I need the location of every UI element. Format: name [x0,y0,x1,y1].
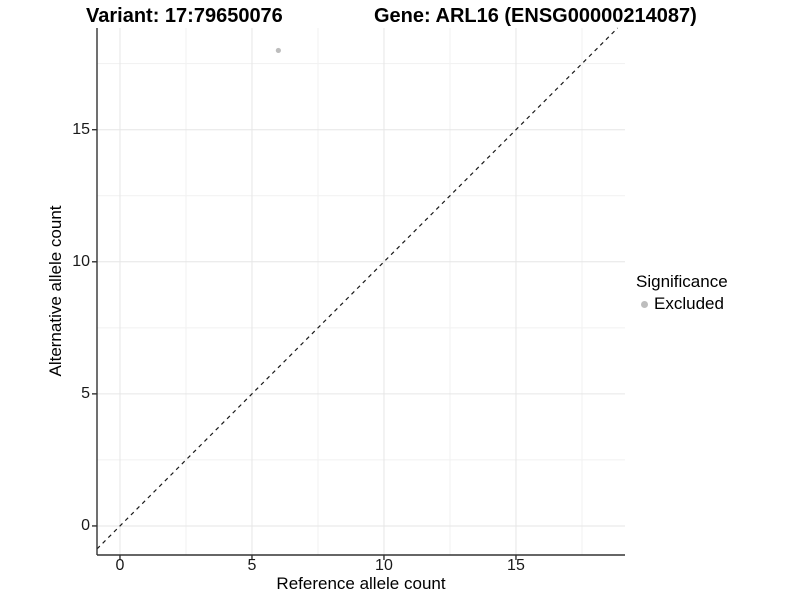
legend-title: Significance [636,272,728,291]
legend-item-excluded: Excluded [636,294,728,314]
y-tick-label: 15 [72,120,90,138]
y-axis-title: Alternative allele count [46,205,65,377]
plot-title-variant: Variant: 17:79650076 [86,5,283,27]
legend-item-label: Excluded [654,294,724,313]
plot-title-gene: Gene: ARL16 (ENSG00000214087) [374,5,697,27]
excluded-point-icon [641,300,648,308]
x-tick-label: 10 [375,557,393,574]
x-tick-label: 5 [247,557,257,574]
x-tick-label: 15 [507,557,525,574]
x-tick-label: 0 [115,557,125,574]
y-tick-label: 10 [72,252,90,270]
x-axis-title: Reference allele count [276,574,446,593]
y-tick-label: 0 [81,516,90,534]
legend: Significance Excluded [636,272,728,314]
identity-reference-line [96,27,619,550]
data-point [275,47,281,54]
y-tick-label: 5 [81,384,90,402]
